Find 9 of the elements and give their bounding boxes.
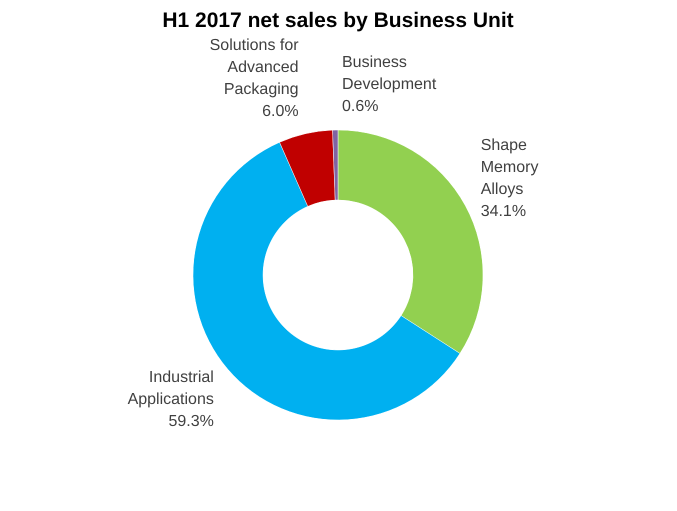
slice-label: Industrial Applications [128,369,214,408]
data-label: 59.3% [168,413,214,430]
slice-label: Business Development [342,54,437,94]
data-label: 6.0% [262,103,299,120]
slice-label: Solutions for Advanced Packaging [210,37,300,98]
chart-title: H1 2017 net sales by Business Unit [162,9,514,32]
data-label: 0.6% [342,98,378,116]
data-label: 34.1% [480,203,526,220]
slice-label: Shape Memory Alloys [480,137,538,198]
